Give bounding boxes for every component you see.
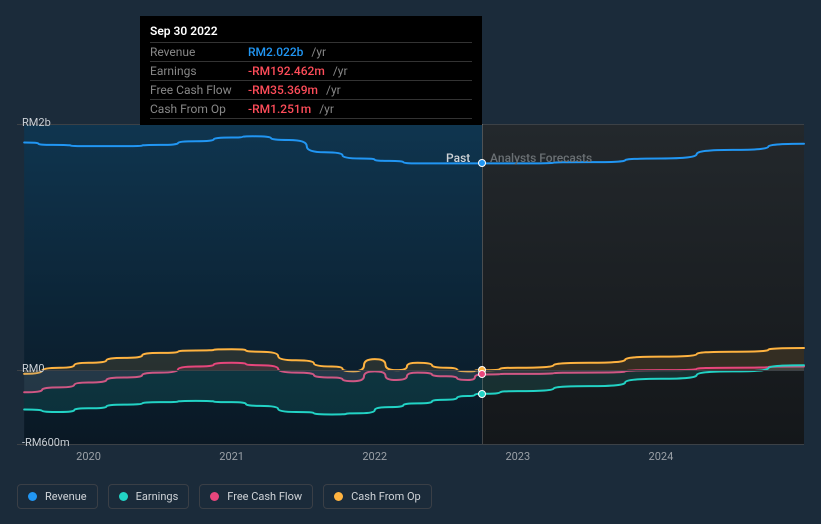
cursor-dot-free_cash_flow <box>478 370 486 378</box>
tooltip-row: Cash From Op -RM1.251m/yr <box>150 100 472 119</box>
legend-label: Earnings <box>136 490 179 503</box>
tooltip-metric-label: Cash From Op <box>150 102 240 116</box>
tooltip-metric-label: Free Cash Flow <box>150 83 240 97</box>
tooltip-metric-label: Revenue <box>150 45 240 59</box>
tooltip-row: Revenue RM2.022b/yr <box>150 43 472 62</box>
legend-swatch-icon <box>119 492 128 501</box>
tooltip-row: Earnings -RM192.462m/yr <box>150 62 472 81</box>
gridline <box>17 444 804 445</box>
tooltip-date: Sep 30 2022 <box>150 24 472 43</box>
legend-item-cash_from_op[interactable]: Cash From Op <box>323 484 432 509</box>
tooltip-metric-unit: /yr <box>326 83 341 97</box>
tooltip-metric-value: -RM1.251m <box>248 102 311 116</box>
x-axis-label: 2020 <box>76 450 101 463</box>
legend-swatch-icon <box>334 492 343 501</box>
legend-swatch-icon <box>210 492 219 501</box>
tooltip-metric-unit: /yr <box>319 102 334 116</box>
past-section-label: Past <box>446 151 470 165</box>
y-axis-label: -RM600m <box>22 436 70 449</box>
financials-chart: Sep 30 2022 Revenue RM2.022b/yr Earnings -R… <box>0 0 821 524</box>
tooltip-metric-label: Earnings <box>150 64 240 78</box>
y-axis-label: RM0 <box>22 362 45 375</box>
x-axis-label: 2021 <box>219 450 244 463</box>
tooltip-metric-unit: /yr <box>333 64 348 78</box>
legend-label: Free Cash Flow <box>227 490 302 503</box>
forecast-section-label: Analysts Forecasts <box>490 151 592 165</box>
legend-label: Cash From Op <box>351 490 421 503</box>
tooltip-metric-value: RM2.022b <box>248 45 303 59</box>
legend-label: Revenue <box>45 490 87 503</box>
chart-tooltip: Sep 30 2022 Revenue RM2.022b/yr Earnings -R… <box>140 16 482 125</box>
x-axis-label: 2022 <box>362 450 387 463</box>
tooltip-metric-value: -RM35.369m <box>248 83 318 97</box>
chart-legend: Revenue Earnings Free Cash Flow Cash From O… <box>17 484 432 509</box>
legend-item-free_cash_flow[interactable]: Free Cash Flow <box>199 484 313 509</box>
x-axis-label: 2024 <box>649 450 674 463</box>
x-axis-label: 2023 <box>505 450 530 463</box>
x-axis: 2020 2021 2022 2023 2024 <box>17 450 804 466</box>
tooltip-metric-unit: /yr <box>311 45 326 59</box>
tooltip-metric-value: -RM192.462m <box>248 64 325 78</box>
cursor-dot-earnings <box>478 390 486 398</box>
legend-swatch-icon <box>28 492 37 501</box>
legend-item-earnings[interactable]: Earnings <box>108 484 190 509</box>
y-axis-label: RM2b <box>22 116 51 129</box>
gridline <box>17 370 804 371</box>
legend-item-revenue[interactable]: Revenue <box>17 484 98 509</box>
tooltip-row: Free Cash Flow -RM35.369m/yr <box>150 81 472 100</box>
cursor-dot-revenue <box>478 159 486 167</box>
